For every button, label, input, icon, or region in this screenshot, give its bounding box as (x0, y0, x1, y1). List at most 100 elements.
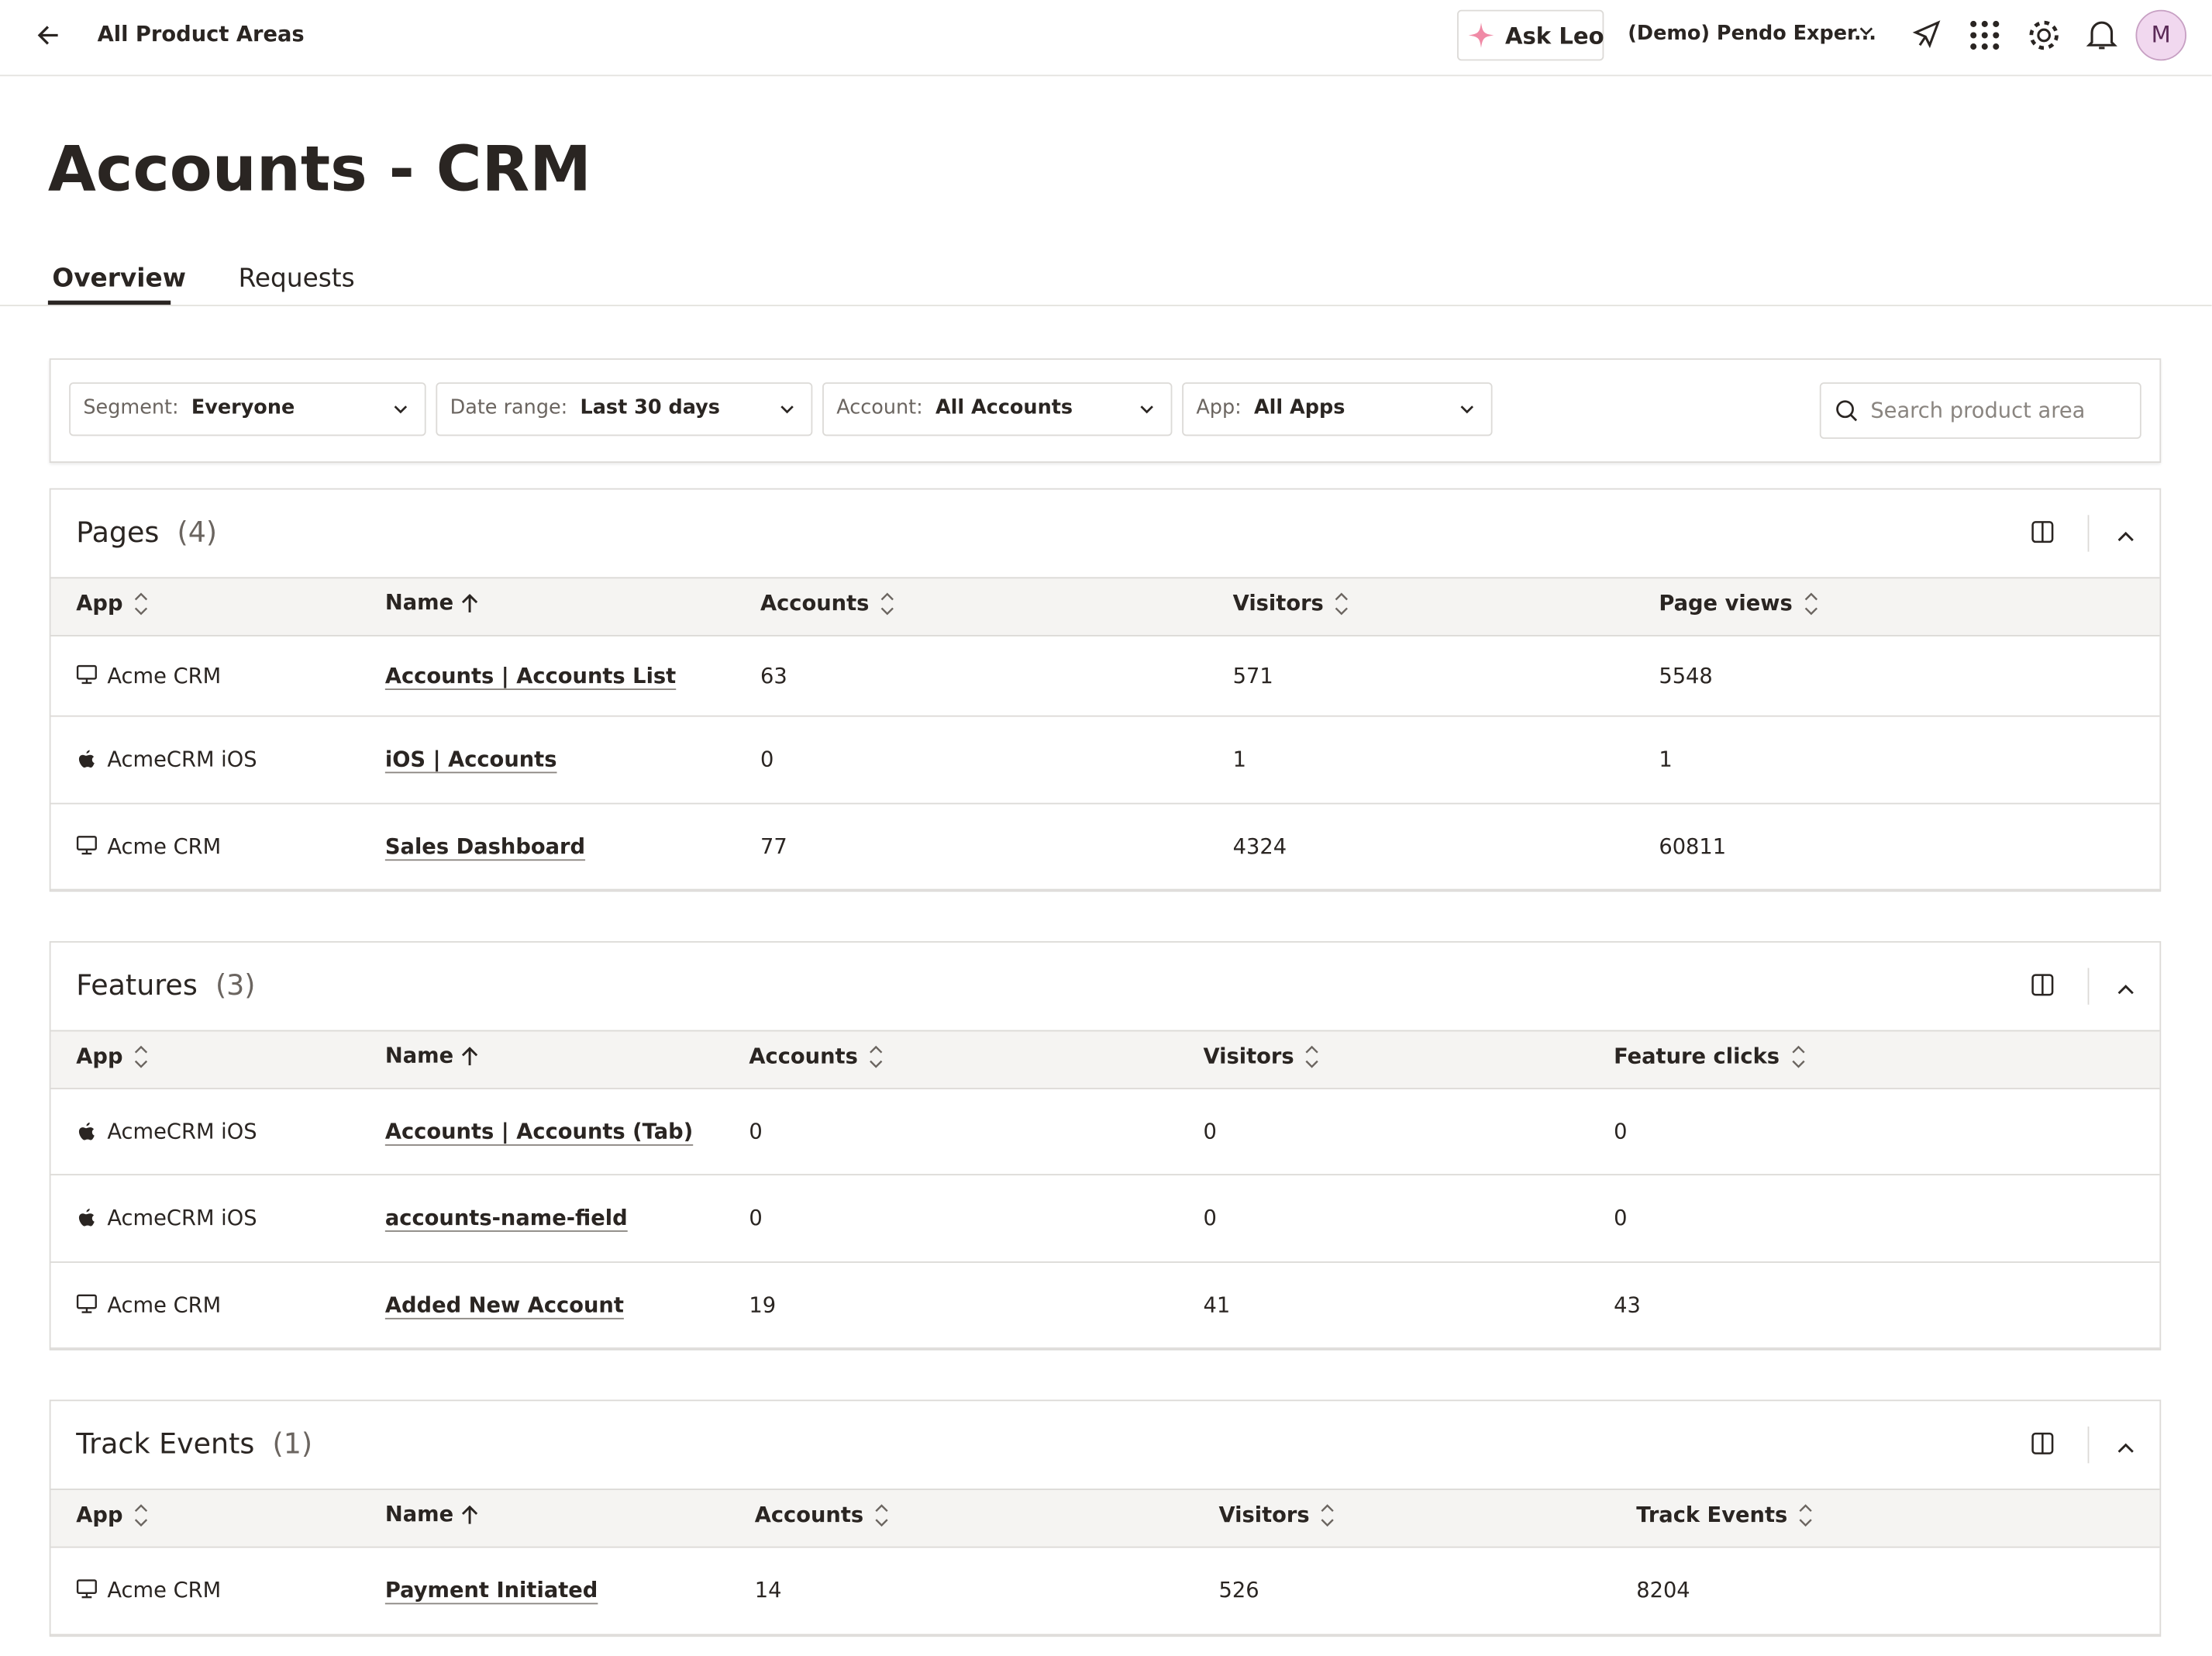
metric-cell: 43 (1614, 1292, 1641, 1317)
table-row: AcmeCRM iOS Accounts | Accounts (Tab) 0 0 0 (50, 1089, 2160, 1176)
sort-icon[interactable] (1787, 1502, 1813, 1527)
column-header[interactable]: Track Events (1636, 1501, 1813, 1529)
column-header[interactable]: Name (385, 590, 479, 616)
column-header[interactable]: App (76, 1501, 148, 1529)
filter-value: All Accounts (935, 396, 1073, 419)
app-name: Acme CRM (107, 1292, 222, 1317)
announce-icon[interactable] (1911, 19, 1942, 50)
name-link[interactable]: Sales Dashboard (384, 833, 586, 859)
column-header[interactable]: Accounts (749, 1043, 883, 1071)
column-title: Visitors (1203, 1043, 1294, 1069)
search-box[interactable]: Search product area (1819, 382, 2141, 440)
name-link[interactable]: accounts-name-field (384, 1205, 628, 1231)
column-header[interactable]: Accounts (760, 590, 894, 618)
divider (2087, 515, 2090, 552)
section-header: Features (3) (76, 968, 255, 1002)
column-title: Name (384, 1501, 454, 1527)
filter-text: Segment: Everyone (83, 396, 295, 419)
table-row: AcmeCRM iOS iOS | Accounts 0 1 1 (50, 717, 2160, 805)
notifications-icon[interactable] (2086, 19, 2117, 53)
metric-cell: 0 (1203, 1118, 1217, 1144)
space (923, 396, 935, 419)
name-link[interactable]: Accounts | Accounts List (384, 662, 677, 688)
filter-label: App: (1196, 396, 1242, 419)
name-link[interactable]: Accounts | Accounts (Tab) (384, 1118, 694, 1144)
sort-icon[interactable] (1780, 1044, 1805, 1069)
filter-bar: Search product area Segment: Everyone Dat… (49, 358, 2162, 463)
settings-icon[interactable] (2027, 19, 2061, 53)
tab[interactable]: Overview (52, 264, 187, 294)
section-card: Pages (4) App Name Accounts Visitors Page vie… (49, 488, 2162, 892)
table-row: Acme CRM Added New Account 19 41 43 (50, 1263, 2160, 1349)
column-header[interactable]: Name (385, 1043, 479, 1068)
column-title: App (76, 590, 123, 616)
app-name: AcmeCRM iOS (107, 1205, 257, 1231)
metric-cell: 5548 (1659, 662, 1713, 688)
avatar[interactable]: M (2135, 9, 2186, 61)
sort-icon[interactable] (1324, 591, 1349, 616)
column-title: Accounts (754, 1502, 864, 1528)
section-count: (1) (272, 1427, 313, 1461)
space (567, 396, 580, 419)
search-placeholder: Search product area (1870, 398, 2086, 423)
app-name: AcmeCRM iOS (107, 746, 257, 772)
section-title: Pages (76, 515, 160, 549)
ask-leo-button[interactable]: Ask Leo (1457, 9, 1604, 61)
name-link[interactable]: iOS | Accounts (384, 746, 557, 772)
section-header: Track Events (1) (76, 1427, 312, 1461)
sort-icon[interactable] (453, 590, 479, 616)
filter-dropdown[interactable]: Account: All Accounts (822, 382, 1173, 436)
collapse-button[interactable] (2117, 523, 2134, 550)
filter-value: All Apps (1253, 396, 1345, 419)
metric-cell: 4324 (1232, 833, 1287, 859)
back-title[interactable]: All Product Areas (97, 21, 305, 47)
app-name: AcmeCRM iOS (107, 1118, 257, 1144)
back-button[interactable] (36, 22, 61, 48)
name-link[interactable]: Added New Account (384, 1292, 624, 1317)
space (198, 968, 215, 1002)
column-header[interactable]: Page views (1659, 590, 1817, 618)
metric-cell: 63 (760, 662, 787, 688)
column-header[interactable]: Visitors (1233, 590, 1349, 618)
app-cell: Acme CRM (76, 833, 221, 858)
column-header[interactable]: Accounts (755, 1501, 889, 1529)
columns-button[interactable] (2031, 521, 2054, 549)
sort-icon[interactable] (1310, 1502, 1335, 1527)
sort-icon[interactable] (1793, 591, 1818, 616)
tab[interactable]: Requests (238, 264, 355, 294)
name-link[interactable]: Payment Initiated (384, 1577, 598, 1603)
sort-icon[interactable] (869, 591, 894, 616)
table-row: Acme CRM Payment Initiated 14 526 8204 (50, 1548, 2160, 1636)
column-title: Name (384, 589, 454, 616)
collapse-button[interactable] (2117, 976, 2134, 1003)
app-cell: AcmeCRM iOS (76, 747, 257, 772)
sort-icon[interactable] (453, 1043, 479, 1068)
sort-icon[interactable] (123, 1044, 149, 1069)
columns-button[interactable] (2031, 974, 2054, 1002)
apps-icon[interactable] (1969, 19, 2000, 50)
column-title: Visitors (1218, 1502, 1310, 1528)
sort-icon[interactable] (453, 1501, 479, 1527)
sort-icon[interactable] (123, 591, 149, 616)
sort-icon[interactable] (858, 1044, 884, 1069)
collapse-button[interactable] (2117, 1435, 2134, 1462)
column-header[interactable]: Visitors (1218, 1501, 1335, 1529)
filter-text: Account: All Accounts (836, 396, 1073, 419)
column-header[interactable]: Name (385, 1501, 479, 1527)
sort-icon[interactable] (1294, 1044, 1320, 1069)
column-header[interactable]: App (76, 1043, 148, 1071)
table-header: App Name Accounts Visitors Feature clicks (50, 1030, 2160, 1090)
account-switcher[interactable]: (Demo) Pendo Exper... (1628, 22, 1876, 46)
sort-icon[interactable] (863, 1502, 889, 1527)
column-header[interactable]: App (76, 590, 148, 618)
column-header[interactable]: Visitors (1203, 1043, 1319, 1071)
filter-dropdown[interactable]: Date range: Last 30 days (436, 382, 813, 436)
table-row: Acme CRM Sales Dashboard 77 4324 60811 (50, 804, 2160, 891)
filter-dropdown[interactable]: Segment: Everyone (69, 382, 426, 436)
columns-button[interactable] (2031, 1432, 2054, 1460)
column-header[interactable]: Feature clicks (1614, 1043, 1805, 1071)
filter-dropdown[interactable]: App: All Apps (1182, 382, 1493, 436)
sort-icon[interactable] (123, 1502, 149, 1527)
column-title: Track Events (1636, 1502, 1788, 1528)
